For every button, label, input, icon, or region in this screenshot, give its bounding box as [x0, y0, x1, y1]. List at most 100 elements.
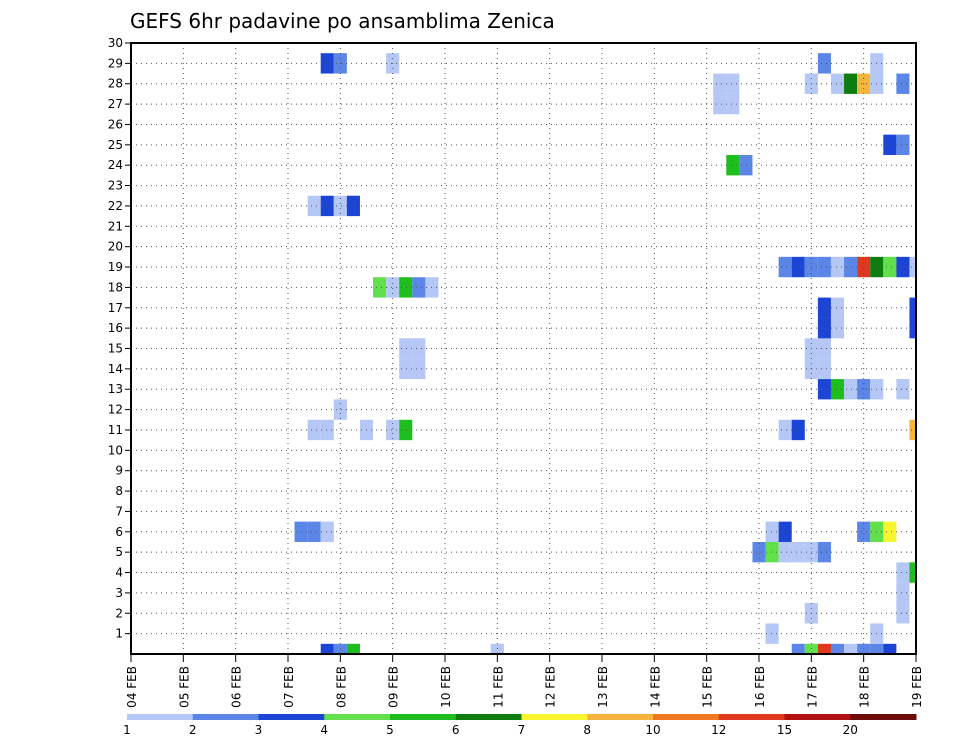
precip-cell [399, 358, 413, 380]
y-tick-label: 26 [108, 117, 123, 131]
precip-cell [844, 73, 858, 94]
precip-cell [778, 521, 792, 542]
x-tick-label: 07 FEB [282, 666, 296, 708]
precip-cell [320, 643, 334, 654]
x-tick-label: 16 FEB [753, 666, 767, 708]
precip-cell [817, 338, 831, 359]
y-tick-label: 1 [115, 627, 123, 641]
y-tick-label: 29 [108, 56, 123, 70]
colorbar-label: 4 [320, 723, 328, 737]
x-tick-label: 11 FEB [491, 666, 505, 708]
colorbar-label: 7 [518, 723, 526, 737]
precip-cell [386, 277, 400, 298]
precip-cell [844, 256, 858, 278]
precip-cell [857, 256, 871, 278]
precip-cell [752, 541, 766, 563]
colorbar-label: 1 [123, 723, 131, 737]
precip-cell [830, 379, 845, 400]
x-tick-label: 08 FEB [334, 666, 348, 708]
x-tick-label: 14 FEB [648, 666, 662, 708]
precip-cell [333, 399, 347, 420]
y-tick-label: 11 [108, 423, 123, 437]
y-tick-label: 15 [108, 342, 123, 356]
precip-cell [817, 297, 831, 318]
precip-cell [896, 562, 910, 583]
y-axis: 1234567891011121314151617181920212223242… [108, 36, 131, 641]
y-tick-label: 23 [108, 179, 123, 193]
precip-cell [791, 419, 805, 441]
y-tick-label: 27 [108, 97, 123, 111]
precip-cell [726, 73, 740, 94]
precip-cell [870, 643, 884, 654]
precip-cell [830, 256, 845, 278]
colorbar-label: 8 [583, 723, 591, 737]
y-tick-label: 7 [115, 504, 123, 518]
colorbar-label: 6 [452, 723, 460, 737]
y-tick-label: 20 [108, 240, 123, 254]
grid-lines [131, 43, 916, 654]
precip-cell [399, 338, 413, 359]
precip-cell [896, 379, 910, 400]
precip-cell [817, 358, 831, 380]
precip-cell [320, 419, 334, 441]
x-tick-label: 18 FEB [858, 666, 872, 708]
y-tick-label: 12 [108, 403, 123, 417]
precip-cell [844, 379, 858, 400]
precip-cell [896, 134, 910, 156]
precip-cell [726, 93, 740, 115]
x-tick-label: 13 FEB [596, 666, 610, 708]
colorbar-swatch [455, 714, 522, 720]
y-tick-label: 21 [108, 219, 123, 233]
chart-title: GEFS 6hr padavine po ansamblima Zenica [130, 9, 555, 33]
precip-cell [817, 379, 831, 400]
x-tick-label: 04 FEB [125, 666, 139, 708]
precip-cell [830, 297, 845, 318]
y-tick-label: 28 [108, 77, 123, 91]
y-tick-label: 30 [108, 36, 123, 50]
precip-cell [830, 643, 845, 654]
precip-cell [412, 358, 426, 380]
y-tick-label: 3 [115, 586, 123, 600]
y-tick-label: 18 [108, 280, 123, 294]
precip-cell [320, 521, 334, 542]
y-tick-label: 13 [108, 382, 123, 396]
colorbar-label: 15 [777, 723, 792, 737]
y-tick-label: 25 [108, 138, 123, 152]
precip-cell [791, 541, 805, 563]
precip-cell [778, 541, 792, 563]
precip-cell [817, 317, 831, 339]
colorbar-label: 20 [843, 723, 858, 737]
colorbar-swatch [521, 714, 588, 720]
colorbar-swatch [127, 714, 194, 720]
x-tick-label: 19 FEB [910, 666, 924, 708]
precip-cell [726, 155, 740, 176]
y-tick-label: 17 [108, 301, 123, 315]
y-tick-label: 10 [108, 443, 123, 457]
colorbar-swatch [258, 714, 325, 720]
y-tick-label: 19 [108, 260, 123, 274]
precip-cell [830, 317, 845, 339]
colorbar-legend: 1 2 3 4 5 6 7 8 10 12 15 20 [123, 714, 917, 737]
precip-cell [399, 419, 413, 441]
colorbar-swatch [390, 714, 457, 720]
y-tick-label: 24 [108, 158, 123, 172]
precip-cell [346, 643, 360, 654]
colorbar-swatch [587, 714, 654, 720]
precip-cell [909, 297, 916, 318]
precip-cell [909, 317, 916, 339]
precip-cell [778, 256, 792, 278]
precip-cell [909, 419, 916, 441]
y-tick-label: 5 [115, 545, 123, 559]
colorbar-swatch [784, 714, 851, 720]
precip-cell [333, 195, 347, 217]
y-tick-label: 16 [108, 321, 123, 335]
x-axis: 04 FEB 05 FEB 06 FEB 07 FEB 08 FEB 09 FEB 10 F… [125, 654, 924, 708]
precip-cell [883, 134, 897, 156]
precip-cell [713, 93, 727, 115]
precip-cell [412, 338, 426, 359]
y-tick-label: 22 [108, 199, 123, 213]
precip-cell [307, 195, 321, 217]
precip-cell [765, 541, 779, 563]
y-tick-label: 8 [115, 484, 123, 498]
